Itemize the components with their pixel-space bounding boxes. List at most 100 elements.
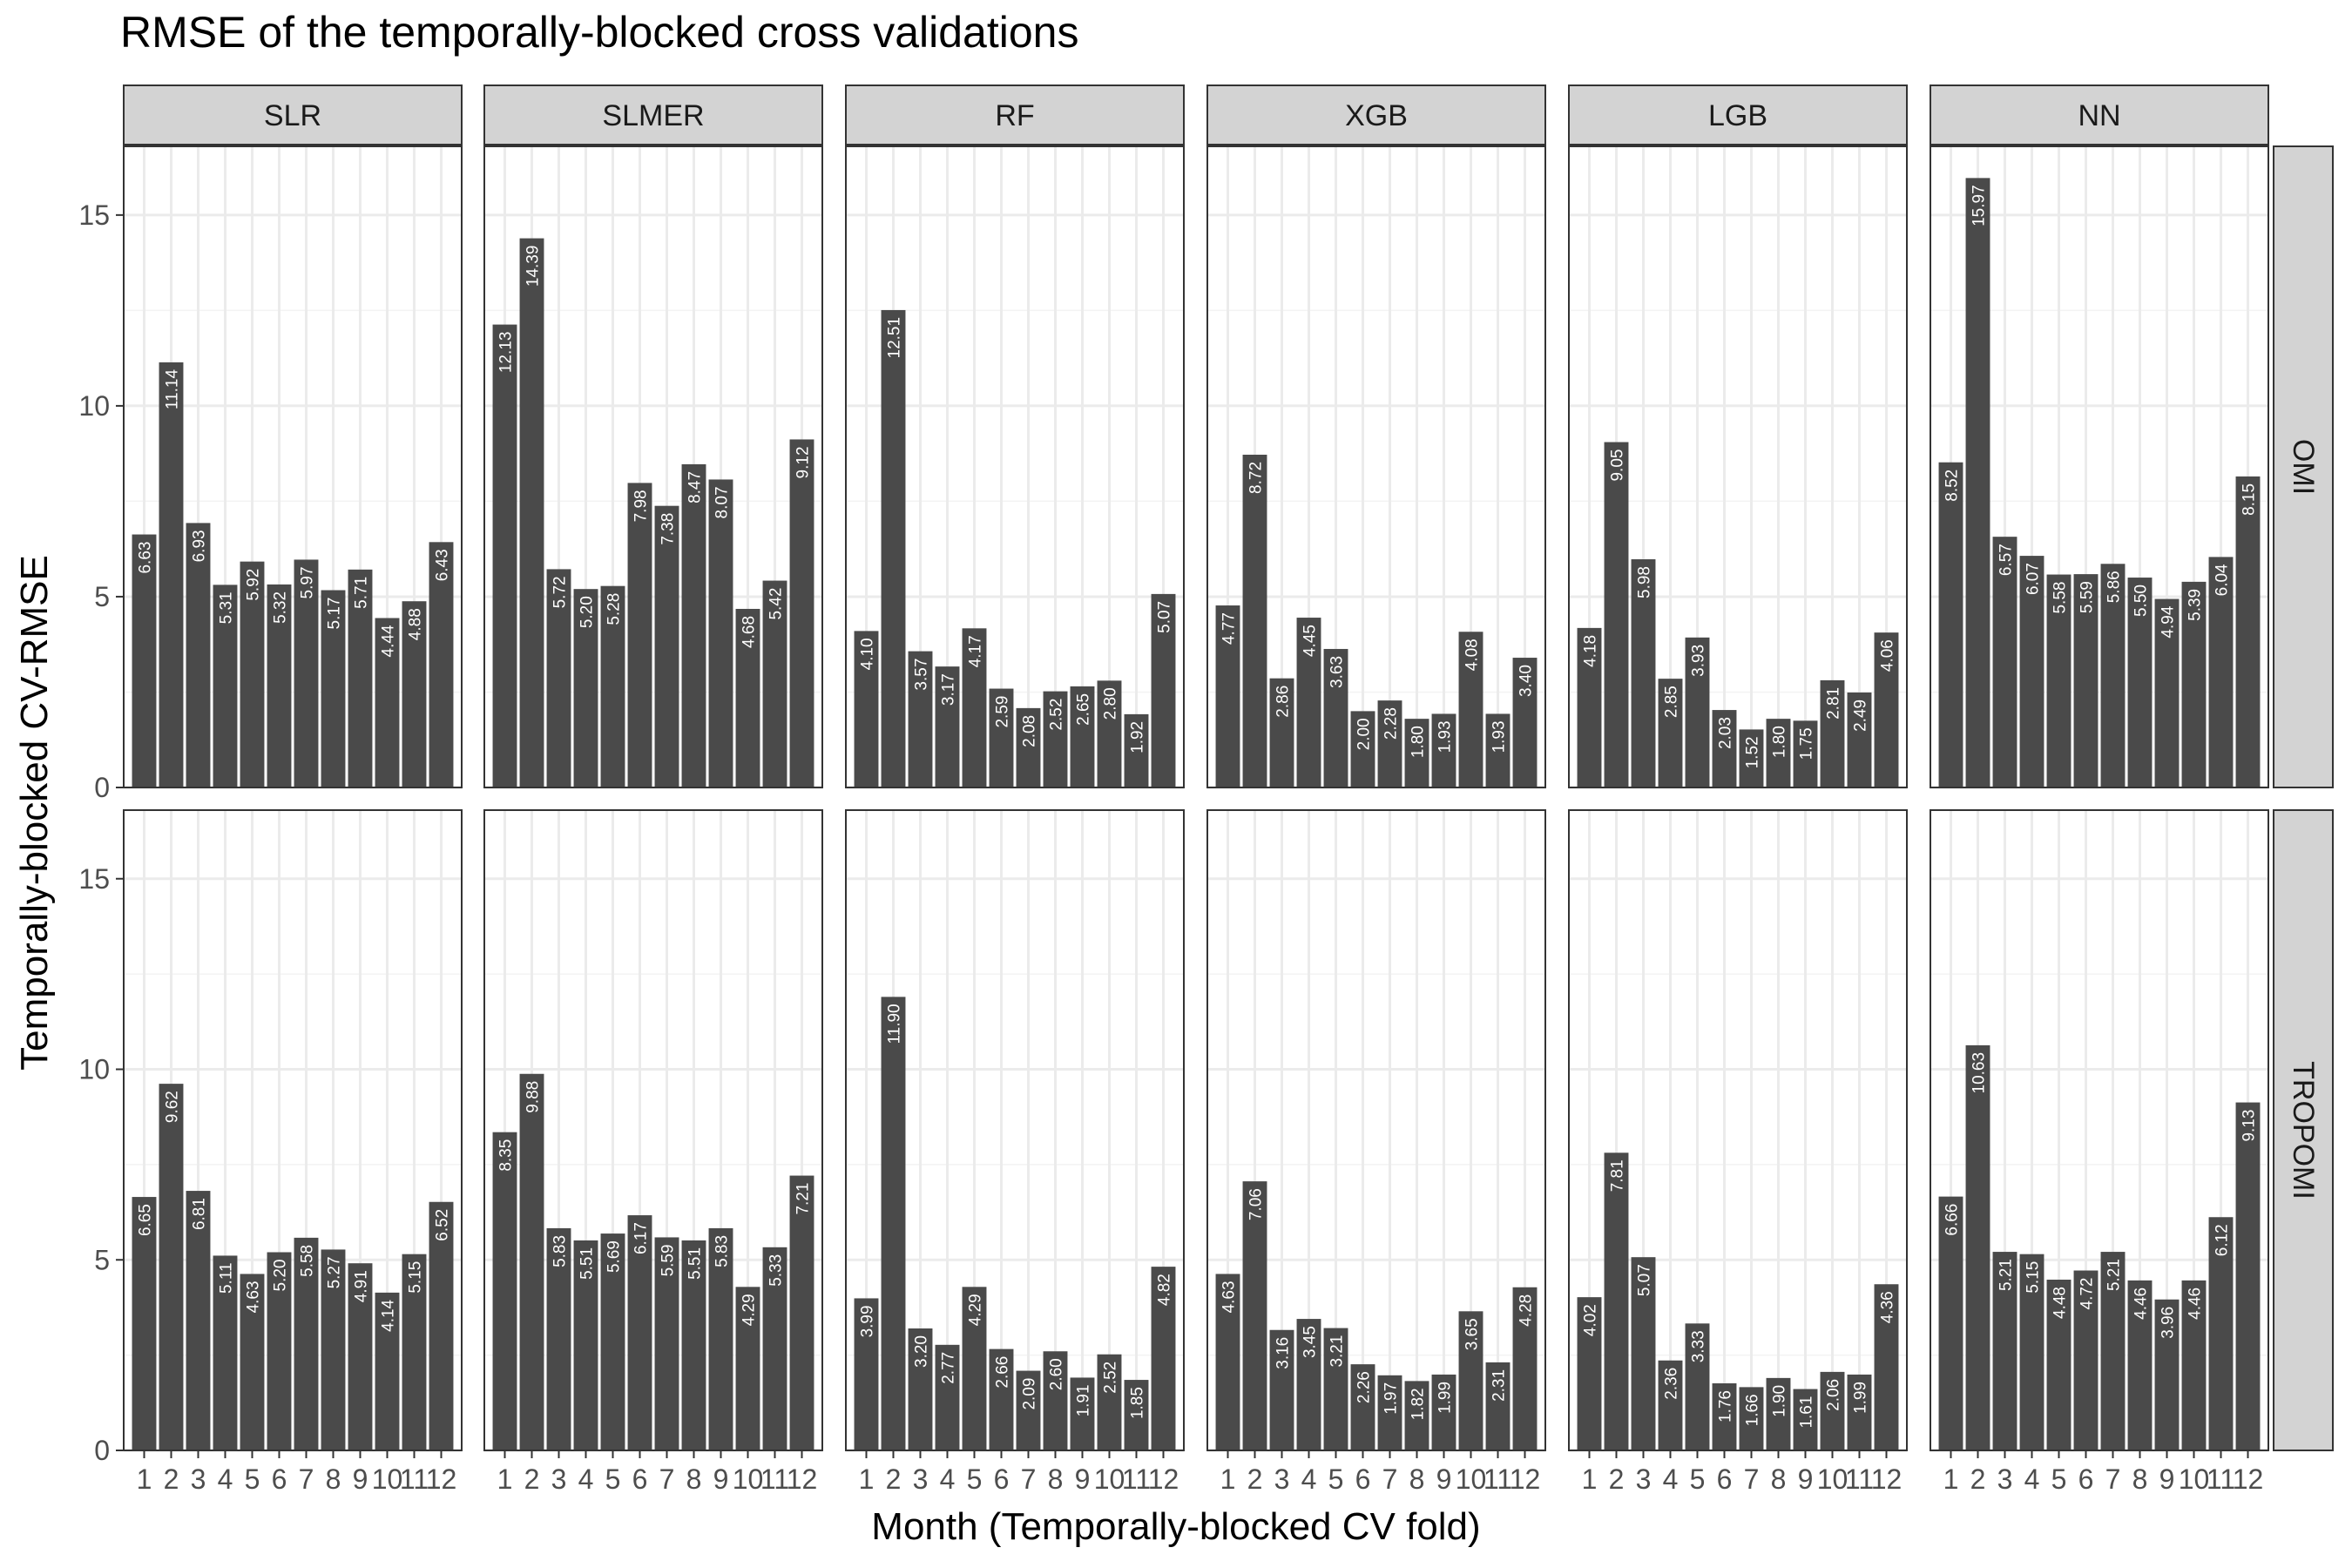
bar bbox=[1350, 711, 1375, 787]
x-tick-label: 5 bbox=[1690, 1463, 1706, 1495]
bar bbox=[962, 628, 987, 787]
bar bbox=[627, 1215, 652, 1450]
bar-label: 4.14 bbox=[380, 1299, 398, 1331]
bar bbox=[654, 505, 679, 787]
bar-label: 9.05 bbox=[1609, 449, 1627, 482]
bar-label: 2.26 bbox=[1355, 1371, 1374, 1403]
facet-label-slr: SLR bbox=[264, 99, 321, 132]
bar bbox=[402, 1254, 427, 1450]
bar-label: 4.63 bbox=[245, 1281, 263, 1313]
bar bbox=[854, 631, 879, 787]
bar bbox=[1070, 1377, 1095, 1450]
bar bbox=[213, 1255, 238, 1450]
bar-label: 8.15 bbox=[2240, 483, 2259, 516]
bar-label: 5.97 bbox=[299, 566, 317, 598]
x-tick-label: 10 bbox=[1456, 1463, 1487, 1495]
bar bbox=[1604, 442, 1629, 787]
bar bbox=[1604, 1152, 1629, 1450]
bar bbox=[1242, 1181, 1267, 1450]
x-tick-label: 11 bbox=[2207, 1463, 2235, 1495]
bar bbox=[2181, 1280, 2207, 1450]
bar-label: 5.72 bbox=[551, 576, 570, 608]
x-tick-label: 7 bbox=[659, 1463, 675, 1495]
bar bbox=[1431, 1374, 1456, 1450]
bar-label: 6.81 bbox=[191, 1198, 209, 1230]
x-tick-label: 10 bbox=[733, 1463, 764, 1495]
bar-label: 1.76 bbox=[1717, 1390, 1735, 1423]
bar bbox=[908, 651, 933, 787]
bar-label: 15.97 bbox=[1970, 185, 1989, 226]
x-tick-label: 3 bbox=[913, 1463, 929, 1495]
bar bbox=[1097, 680, 1122, 787]
bar bbox=[1269, 1329, 1294, 1450]
bar-label: 1.99 bbox=[1436, 1382, 1455, 1414]
bar-label: 11.14 bbox=[164, 369, 182, 410]
x-tick-label: 9 bbox=[1798, 1463, 1814, 1495]
bar bbox=[1712, 1383, 1737, 1450]
x-tick-label: 11 bbox=[1484, 1463, 1512, 1495]
bar bbox=[1874, 632, 1899, 787]
x-tick-label: 8 bbox=[1048, 1463, 1064, 1495]
bar-label: 2.36 bbox=[1663, 1368, 1681, 1400]
bar-label: 1.93 bbox=[1436, 720, 1455, 753]
facet-strip-omi bbox=[2273, 145, 2334, 788]
x-tick-label: 5 bbox=[245, 1463, 260, 1495]
bar-label: 4.48 bbox=[2051, 1287, 2070, 1319]
x-tick-label: 6 bbox=[994, 1463, 1010, 1495]
bar-label: 2.65 bbox=[1075, 693, 1093, 726]
bar-label: 4.45 bbox=[1301, 625, 1320, 657]
bar bbox=[1242, 454, 1267, 787]
bar bbox=[1043, 1351, 1068, 1450]
bar bbox=[708, 1227, 733, 1450]
bar bbox=[240, 561, 265, 787]
bar-label: 4.68 bbox=[740, 616, 759, 648]
panel-tropomi-xgb-border bbox=[1206, 809, 1546, 1451]
panel-tropomi-slmer-border bbox=[483, 809, 823, 1451]
facet-label-rf: RF bbox=[995, 99, 1034, 132]
bar bbox=[159, 1084, 184, 1450]
bar bbox=[1820, 679, 1845, 787]
bar-label: 3.33 bbox=[1690, 1330, 1708, 1362]
bar-label: 5.21 bbox=[1997, 1259, 2016, 1291]
bar-label: 4.77 bbox=[1220, 612, 1239, 645]
bar bbox=[2019, 556, 2044, 787]
bar-label: 14.39 bbox=[524, 246, 543, 287]
bar bbox=[681, 463, 706, 787]
bar bbox=[1215, 1274, 1240, 1450]
bar bbox=[1577, 627, 1602, 787]
bar bbox=[1793, 1389, 1818, 1450]
bar bbox=[1658, 679, 1683, 787]
bar-label: 7.38 bbox=[659, 513, 678, 545]
bar-label: 8.07 bbox=[713, 486, 732, 518]
bar bbox=[213, 585, 238, 787]
x-tick-label: 9 bbox=[2159, 1463, 2175, 1495]
bar bbox=[1043, 691, 1068, 787]
bar-label: 4.63 bbox=[1220, 1281, 1239, 1313]
y-tick-label: 10 bbox=[78, 1054, 110, 1085]
panel-tropomi-lgb-border bbox=[1568, 809, 1908, 1451]
x-tick-label: 10 bbox=[1094, 1463, 1125, 1495]
x-tick-label: 10 bbox=[2179, 1463, 2210, 1495]
bar-label: 3.45 bbox=[1301, 1326, 1320, 1358]
bar bbox=[735, 1287, 760, 1450]
bar bbox=[1965, 1044, 1990, 1450]
bar bbox=[1124, 713, 1149, 787]
bar-label: 10.63 bbox=[1970, 1052, 1989, 1094]
bar-label: 8.52 bbox=[1943, 470, 1962, 502]
x-tick-label: 12 bbox=[1510, 1463, 1541, 1495]
bar-label: 6.93 bbox=[191, 530, 209, 562]
bar bbox=[2073, 574, 2099, 787]
bar bbox=[2127, 578, 2153, 787]
panel-omi-lgb-border bbox=[1568, 145, 1908, 788]
panel-tropomi-rf-border bbox=[845, 809, 1185, 1451]
bar bbox=[294, 1237, 319, 1450]
x-tick-label: 3 bbox=[191, 1463, 206, 1495]
bar bbox=[762, 1247, 787, 1450]
panel-omi-rf-border bbox=[845, 145, 1185, 788]
bar-label: 3.21 bbox=[1328, 1335, 1347, 1368]
bar bbox=[132, 1197, 157, 1450]
bar bbox=[546, 569, 571, 787]
bar-label: 3.65 bbox=[1463, 1318, 1482, 1350]
y-tick-label: 15 bbox=[78, 863, 110, 895]
